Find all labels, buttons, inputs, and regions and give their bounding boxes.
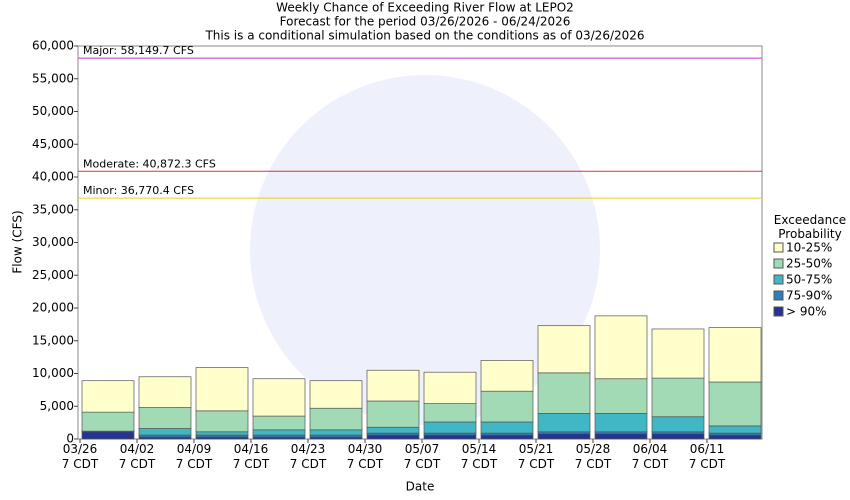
y-tick-label: 15,000 xyxy=(32,333,74,347)
y-tick-label: 10,000 xyxy=(32,366,74,380)
threshold-label: Minor: 36,770.4 CFS xyxy=(83,184,194,197)
legend-swatch xyxy=(773,290,784,301)
y-tick-label: 20,000 xyxy=(32,301,74,315)
y-tick-label: 40,000 xyxy=(32,170,74,184)
bar-segment xyxy=(423,421,477,434)
bar-segment xyxy=(81,431,135,440)
bar-segment xyxy=(423,403,477,423)
bar-segment xyxy=(309,407,363,431)
legend-swatch xyxy=(773,242,784,253)
bar-segment xyxy=(651,433,705,440)
bar-segment xyxy=(366,369,420,402)
bar-segment xyxy=(594,413,648,433)
bar-segment xyxy=(594,378,648,414)
bar-segment xyxy=(423,371,477,404)
bar-segment xyxy=(480,360,534,392)
bar-segment xyxy=(309,380,363,409)
bar-segment xyxy=(252,429,306,436)
x-tick-label: 06/04 7 CDT xyxy=(631,442,669,471)
legend-swatch xyxy=(773,258,784,269)
bar-segment xyxy=(480,434,534,440)
bar-segment xyxy=(423,434,477,440)
bar-segment xyxy=(195,410,249,433)
bar-segment xyxy=(252,378,306,417)
chart-note: This is a conditional simulation based o… xyxy=(204,29,644,43)
x-tick-label: 05/14 7 CDT xyxy=(460,442,498,471)
y-tick-label: 5,000 xyxy=(40,399,74,413)
x-axis-label: Date xyxy=(406,480,435,494)
bar-segment xyxy=(651,328,705,379)
x-tick-label: 04/23 7 CDT xyxy=(289,442,327,471)
bar-segment xyxy=(366,426,420,434)
watermark xyxy=(250,75,600,425)
bar-segment xyxy=(708,327,762,383)
x-tick-label: 03/26 7 CDT xyxy=(61,442,99,471)
legend-label: > 90% xyxy=(786,305,827,319)
bar-segment xyxy=(480,390,534,423)
y-tick-label: 50,000 xyxy=(32,104,74,118)
bar-segment xyxy=(537,325,591,374)
bar-segment xyxy=(195,431,249,436)
x-tick-label: 05/21 7 CDT xyxy=(517,442,555,471)
bar-segment xyxy=(651,416,705,433)
y-tick-label: 25,000 xyxy=(32,268,74,282)
y-tick-label: 55,000 xyxy=(32,71,74,85)
x-tick-label: 05/28 7 CDT xyxy=(574,442,612,471)
bar-segment xyxy=(138,407,192,429)
bar-segment xyxy=(138,428,192,436)
x-tick-label: 04/30 7 CDT xyxy=(346,442,384,471)
y-tick-label: 30,000 xyxy=(32,235,74,249)
y-tick-label: 60,000 xyxy=(32,39,74,53)
x-tick-label: 05/07 7 CDT xyxy=(403,442,441,471)
bar-segment xyxy=(309,429,363,436)
bar-segment xyxy=(195,367,249,412)
x-tick-label: 04/02 7 CDT xyxy=(118,442,156,471)
chart-title: Weekly Chance of Exceeding River Flow at… xyxy=(276,1,574,15)
bar-segment xyxy=(651,377,705,418)
bar-segment xyxy=(537,433,591,440)
y-tick-label: 45,000 xyxy=(32,137,74,151)
threshold-label: Major: 58,149.7 CFS xyxy=(83,44,194,57)
bar-segment xyxy=(366,400,420,428)
legend-label: 10-25% xyxy=(786,241,832,255)
bar-segment xyxy=(81,411,135,432)
bar-segment xyxy=(708,381,762,427)
legend-swatch xyxy=(773,274,784,285)
legend-title: Exceedance Probability xyxy=(773,213,847,241)
bar-segment xyxy=(366,434,420,440)
chart-subtitle: Forecast for the period 03/26/2026 - 06/… xyxy=(280,15,571,29)
bar-segment xyxy=(594,315,648,380)
bar-segment xyxy=(708,434,762,440)
legend-label: 25-50% xyxy=(786,257,832,271)
x-tick-label: 04/09 7 CDT xyxy=(175,442,213,471)
legend-label: 50-75% xyxy=(786,273,832,287)
y-tick-label: 0 xyxy=(66,432,74,446)
bar-segment xyxy=(708,425,762,434)
bar-segment xyxy=(537,413,591,433)
y-axis-label: Flow (CFS) xyxy=(11,210,25,273)
legend-swatch xyxy=(773,306,784,317)
threshold-label: Moderate: 40,872.3 CFS xyxy=(83,157,216,170)
bar-segment xyxy=(480,421,534,434)
x-tick-label: 06/11 7 CDT xyxy=(688,442,726,471)
y-tick-label: 35,000 xyxy=(32,202,74,216)
bar-segment xyxy=(81,380,135,413)
bar-segment xyxy=(252,415,306,431)
bar-segment xyxy=(138,376,192,408)
bar-segment xyxy=(537,372,591,414)
legend-label: 75-90% xyxy=(786,289,832,303)
x-tick-label: 04/16 7 CDT xyxy=(232,442,270,471)
bar-segment xyxy=(594,433,648,440)
